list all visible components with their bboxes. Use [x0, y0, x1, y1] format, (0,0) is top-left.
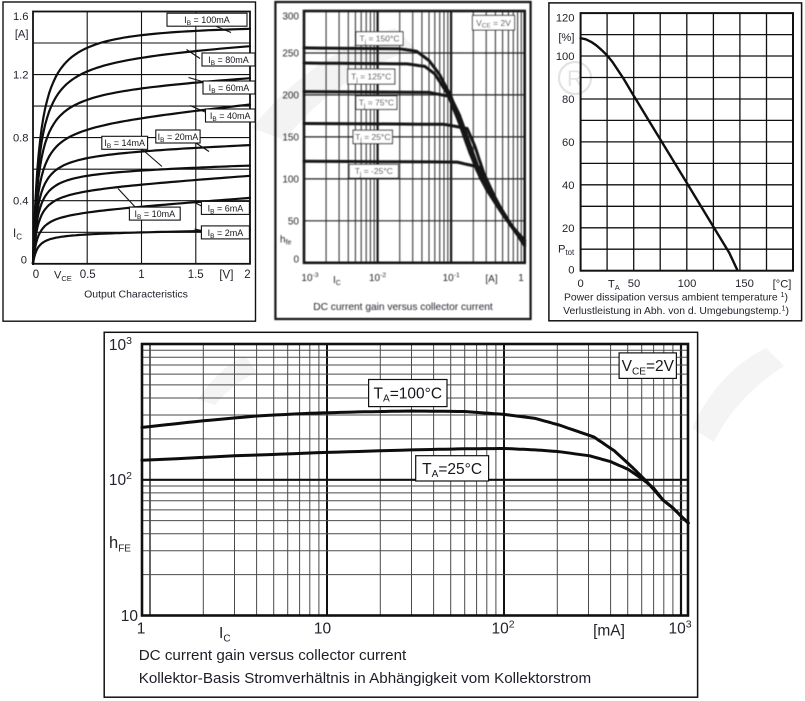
svg-text:IB = 10mA: IB = 10mA	[134, 209, 175, 221]
svg-text:IC: IC	[219, 625, 231, 644]
svg-text:IB = 40mA: IB = 40mA	[210, 111, 251, 123]
svg-text:0.4: 0.4	[13, 196, 29, 208]
svg-text:0.5: 0.5	[80, 269, 96, 281]
svg-text:[V]: [V]	[219, 270, 233, 282]
svg-text:TA=100°C: TA=100°C	[374, 386, 443, 405]
svg-text:IC: IC	[333, 275, 341, 287]
svg-text:hfe: hfe	[280, 235, 292, 247]
svg-text:Power dissipation versus ambie: Power dissipation versus ambient tempera…	[564, 290, 788, 304]
svg-text:100: 100	[678, 278, 697, 290]
svg-text:50: 50	[288, 216, 300, 227]
svg-text:IC: IC	[13, 228, 22, 242]
svg-text:0: 0	[568, 265, 574, 277]
svg-text:10: 10	[121, 608, 139, 625]
svg-text:1: 1	[137, 621, 146, 638]
svg-text:60: 60	[562, 137, 574, 149]
svg-text:VCE=2V: VCE=2V	[622, 358, 675, 377]
svg-text:1.5: 1.5	[188, 269, 204, 281]
svg-text:Tj = 125°C: Tj = 125°C	[351, 72, 391, 84]
svg-text:IB = 80mA: IB = 80mA	[208, 55, 249, 67]
svg-text:IB = 60mA: IB = 60mA	[209, 83, 250, 95]
svg-text:10-2: 10-2	[369, 272, 386, 284]
svg-text:VCE = 2V: VCE = 2V	[476, 18, 511, 30]
svg-text:100: 100	[556, 51, 575, 63]
svg-text:100: 100	[282, 174, 299, 185]
svg-text:IB = 6mA: IB = 6mA	[208, 203, 244, 215]
svg-text:20: 20	[562, 223, 574, 235]
svg-text:TA=25°C: TA=25°C	[422, 461, 482, 480]
svg-text:300: 300	[282, 12, 299, 23]
svg-text:[°C]: [°C]	[773, 279, 792, 291]
svg-text:Kollektor-Basis Stromverhältni: Kollektor-Basis Stromverhältnis in Abhän…	[139, 670, 591, 687]
svg-text:Tj = 25°C: Tj = 25°C	[355, 132, 390, 144]
svg-text:0: 0	[33, 269, 39, 281]
svg-text:1: 1	[518, 273, 524, 284]
svg-text:R: R	[567, 66, 583, 91]
svg-text:0.8: 0.8	[13, 133, 29, 145]
svg-text:IB = 100mA: IB = 100mA	[184, 15, 230, 27]
svg-text:1: 1	[138, 269, 144, 281]
svg-text:150: 150	[282, 132, 299, 143]
svg-text:150: 150	[735, 278, 754, 290]
svg-text:DC current gain versus collect: DC current gain versus collector current	[313, 302, 493, 313]
svg-text:200: 200	[282, 90, 299, 101]
svg-text:Tj = 150°C: Tj = 150°C	[359, 34, 399, 46]
svg-text:Tj = 75°C: Tj = 75°C	[359, 98, 394, 110]
svg-text:[A]: [A]	[15, 28, 29, 40]
svg-text:IB = 20mA: IB = 20mA	[158, 132, 199, 144]
svg-text:10-3: 10-3	[301, 272, 318, 284]
svg-text:IB = 14mA: IB = 14mA	[104, 138, 145, 150]
svg-text:10-1: 10-1	[443, 272, 460, 284]
svg-text:40: 40	[562, 180, 574, 192]
svg-text:80: 80	[562, 94, 574, 106]
svg-text:2: 2	[244, 269, 250, 281]
svg-text:Output Characteristics: Output Characteristics	[84, 289, 188, 301]
svg-text:Tj = -25°C: Tj = -25°C	[355, 166, 393, 178]
svg-text:50: 50	[628, 278, 640, 290]
svg-text:IB = 2mA: IB = 2mA	[208, 228, 244, 240]
svg-text:0: 0	[293, 255, 299, 266]
svg-text:0: 0	[21, 254, 27, 266]
svg-text:TA: TA	[608, 279, 620, 292]
svg-text:0: 0	[577, 278, 583, 290]
svg-text:Verlustleistung in Abh. von d.: Verlustleistung in Abh. von d. Umgebungs…	[563, 304, 789, 318]
svg-text:1.6: 1.6	[13, 11, 29, 23]
svg-text:10: 10	[314, 621, 332, 638]
svg-text:[%]: [%]	[558, 32, 574, 44]
svg-text:DC current gain versus collect: DC current gain versus collector current	[139, 647, 407, 664]
svg-text:1.2: 1.2	[13, 69, 29, 81]
svg-text:[A]: [A]	[485, 274, 497, 285]
svg-text:250: 250	[282, 49, 299, 60]
svg-text:[mA]: [mA]	[593, 623, 625, 640]
svg-text:120: 120	[556, 13, 575, 25]
